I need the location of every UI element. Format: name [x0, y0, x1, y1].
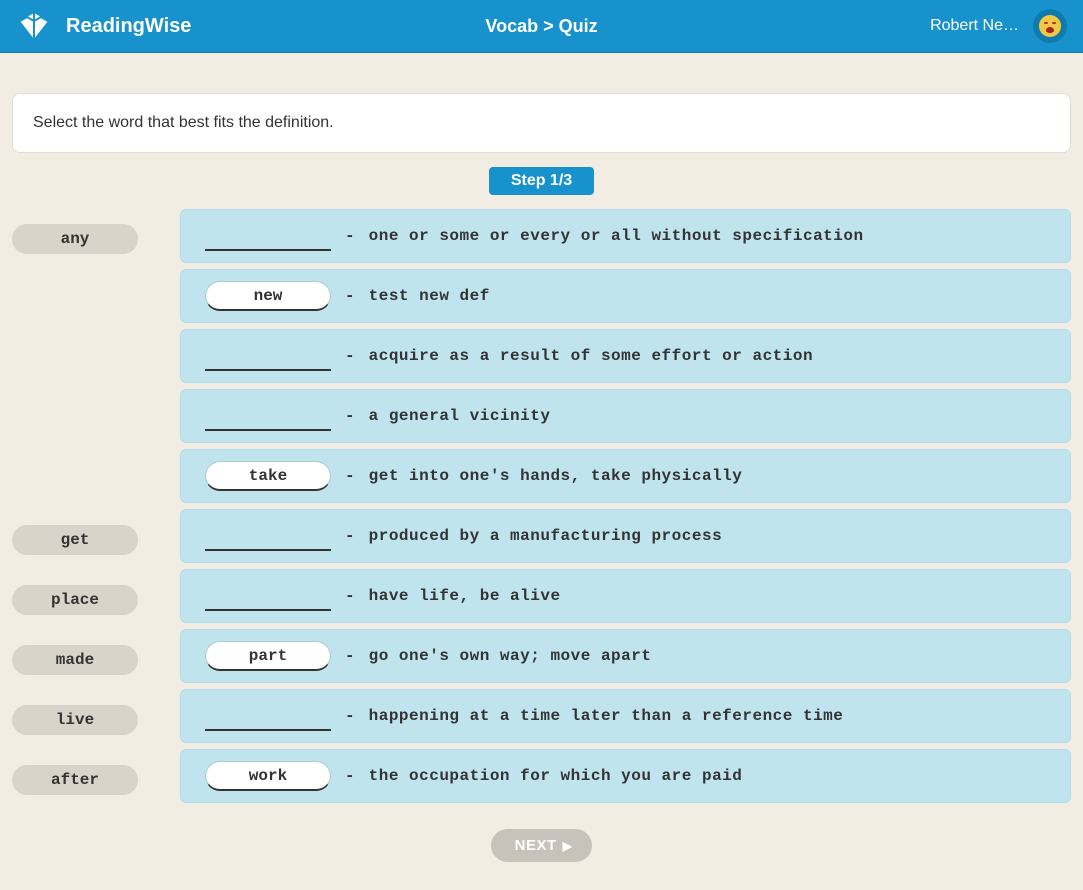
- app-header: ReadingWise Vocab > Quiz Robert Ne…: [0, 0, 1083, 53]
- breadcrumb: Vocab > Quiz: [485, 16, 597, 37]
- definition-row: take -get into one's hands, take physical…: [180, 449, 1071, 503]
- definition-row: -acquire as a result of some effort or a…: [180, 329, 1071, 383]
- answer-slot[interactable]: [205, 521, 331, 551]
- definition-text: acquire as a result of some effort or ac…: [369, 347, 813, 365]
- word-chip[interactable]: after: [12, 765, 138, 795]
- definition-text: happening at a time later than a referen…: [369, 707, 844, 725]
- answer-slot[interactable]: part: [205, 641, 331, 671]
- definition-text: one or some or every or all without spec…: [369, 227, 864, 245]
- answer-slot[interactable]: [205, 341, 331, 371]
- answer-slot[interactable]: take: [205, 461, 331, 491]
- avatar[interactable]: [1033, 9, 1067, 43]
- word-chip-label: live: [56, 711, 94, 729]
- definition-text: go one's own way; move apart: [369, 647, 652, 665]
- definition-text: produced by a manufacturing process: [369, 527, 723, 545]
- word-chip-label: after: [51, 771, 99, 789]
- definition-text: have life, be alive: [369, 587, 561, 605]
- answer-slot[interactable]: [205, 701, 331, 731]
- dash-separator: -: [345, 287, 355, 305]
- brand[interactable]: ReadingWise: [0, 9, 191, 43]
- answer-slot[interactable]: [205, 221, 331, 251]
- word-chip[interactable]: made: [12, 645, 138, 675]
- answer-slot[interactable]: work: [205, 761, 331, 791]
- slot-word: part: [249, 647, 287, 665]
- definition-row: -produced by a manufacturing process: [180, 509, 1071, 563]
- definition-row: -a general vicinity: [180, 389, 1071, 443]
- word-bank: any get place made live after: [12, 209, 150, 809]
- dash-separator: -: [345, 467, 355, 485]
- answer-slot[interactable]: new: [205, 281, 331, 311]
- next-row: NEXT ▶: [12, 829, 1071, 862]
- definition-row: new -test new def: [180, 269, 1071, 323]
- dash-separator: -: [345, 587, 355, 605]
- brand-name: ReadingWise: [66, 15, 191, 38]
- dash-separator: -: [345, 707, 355, 725]
- tired-face-icon: [1039, 15, 1061, 37]
- dash-separator: -: [345, 407, 355, 425]
- dash-separator: -: [345, 347, 355, 365]
- word-chip[interactable]: live: [12, 705, 138, 735]
- word-chip-label: any: [61, 230, 90, 248]
- definition-text: get into one's hands, take physically: [369, 467, 743, 485]
- definition-text: the occupation for which you are paid: [369, 767, 743, 785]
- definition-row: -one or some or every or all without spe…: [180, 209, 1071, 263]
- next-button[interactable]: NEXT ▶: [491, 829, 593, 862]
- instruction-card: Select the word that best fits the defin…: [12, 93, 1071, 153]
- step-badge: Step 1/3: [489, 167, 594, 195]
- word-chip-label: place: [51, 591, 99, 609]
- word-chip[interactable]: any: [12, 224, 138, 254]
- user-block[interactable]: Robert Ne…: [930, 9, 1083, 43]
- word-chip[interactable]: place: [12, 585, 138, 615]
- definition-text: a general vicinity: [369, 407, 551, 425]
- definition-row: -happening at a time later than a refere…: [180, 689, 1071, 743]
- definition-row: -have life, be alive: [180, 569, 1071, 623]
- next-button-label: NEXT: [515, 837, 557, 854]
- word-chip-label: get: [61, 531, 90, 549]
- definition-text: test new def: [369, 287, 490, 305]
- step-row: Step 1/3: [12, 167, 1071, 195]
- quiz-content: Select the word that best fits the defin…: [0, 53, 1083, 862]
- answer-slot[interactable]: [205, 401, 331, 431]
- quiz-area: anygetplacemadeliveafter -one or some or…: [12, 209, 1071, 809]
- definition-list: -one or some or every or all without spe…: [180, 209, 1071, 809]
- user-name: Robert Ne…: [930, 17, 1019, 35]
- play-icon: ▶: [563, 839, 573, 853]
- dash-separator: -: [345, 647, 355, 665]
- instruction-text: Select the word that best fits the defin…: [33, 114, 334, 131]
- dash-separator: -: [345, 527, 355, 545]
- word-chip[interactable]: get: [12, 525, 138, 555]
- answer-slot[interactable]: [205, 581, 331, 611]
- definition-row: part -go one's own way; move apart: [180, 629, 1071, 683]
- dash-separator: -: [345, 227, 355, 245]
- slot-word: work: [249, 767, 287, 785]
- word-chip-label: made: [56, 651, 94, 669]
- dash-separator: -: [345, 767, 355, 785]
- slot-word: new: [254, 287, 283, 305]
- definition-row: work -the occupation for which you are pa…: [180, 749, 1071, 803]
- slot-word: take: [249, 467, 287, 485]
- book-logo-icon: [14, 9, 54, 43]
